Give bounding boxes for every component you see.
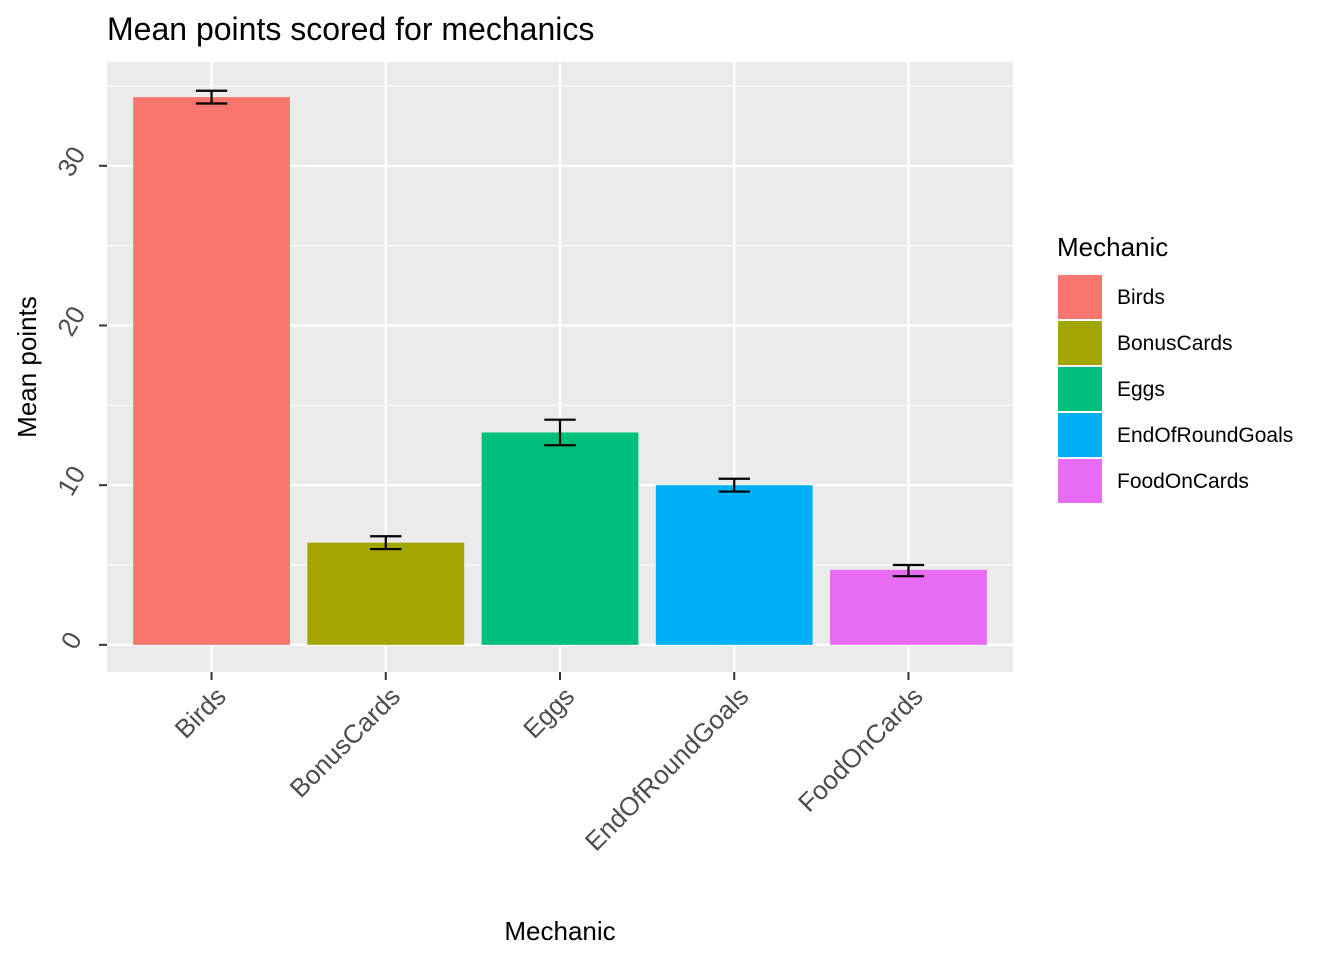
x-tick-label: EndOfRoundGoals <box>579 681 755 857</box>
y-tick-label: 10 <box>51 461 91 501</box>
legend-label: EndOfRoundGoals <box>1117 424 1293 447</box>
y-axis: 0 10 20 30 <box>51 141 107 654</box>
error-bar-bonuscards <box>370 535 402 551</box>
legend-key-foodoncards <box>1056 457 1104 505</box>
error-bar-eggs <box>544 418 576 447</box>
x-tick-label: Birds <box>169 681 232 744</box>
legend-key-birds <box>1056 273 1104 321</box>
legend-label: BonusCards <box>1117 332 1233 355</box>
error-bar-birds <box>195 89 228 105</box>
legend-title: Mechanic <box>1057 232 1168 262</box>
y-tick-label: 30 <box>51 141 91 181</box>
error-bar-endofroundgoals <box>718 477 750 493</box>
legend-label: Eggs <box>1117 378 1165 401</box>
legend-key-endofroundgoals <box>1056 411 1104 459</box>
error-bars <box>195 89 925 578</box>
x-tick-label: FoodOnCards <box>792 681 929 818</box>
x-tick-label: Eggs <box>517 681 580 744</box>
bars <box>133 97 987 645</box>
bar-birds <box>133 97 290 645</box>
y-axis-title: Mean points <box>12 296 42 438</box>
legend-key-eggs <box>1056 365 1104 413</box>
legend-key-bonuscards <box>1056 319 1104 367</box>
error-bar-foodoncards <box>892 563 925 578</box>
legend-label: FoodOnCards <box>1117 470 1249 493</box>
bar-bonuscards <box>307 542 465 645</box>
y-tick-label: 20 <box>51 301 91 341</box>
bar-eggs <box>481 432 639 645</box>
chart-title: Mean points scored for mechanics <box>107 11 594 47</box>
bar-endofroundgoals <box>655 485 813 645</box>
bar-foodoncards <box>830 569 987 645</box>
x-tick-label: BonusCards <box>284 681 406 803</box>
x-axis-title: Mechanic <box>504 916 615 946</box>
y-tick-label: 0 <box>55 627 88 655</box>
legend-label: Birds <box>1117 286 1165 309</box>
legend: Mechanic Birds BonusCards Eggs EndOfRoundGo… <box>1056 232 1293 505</box>
